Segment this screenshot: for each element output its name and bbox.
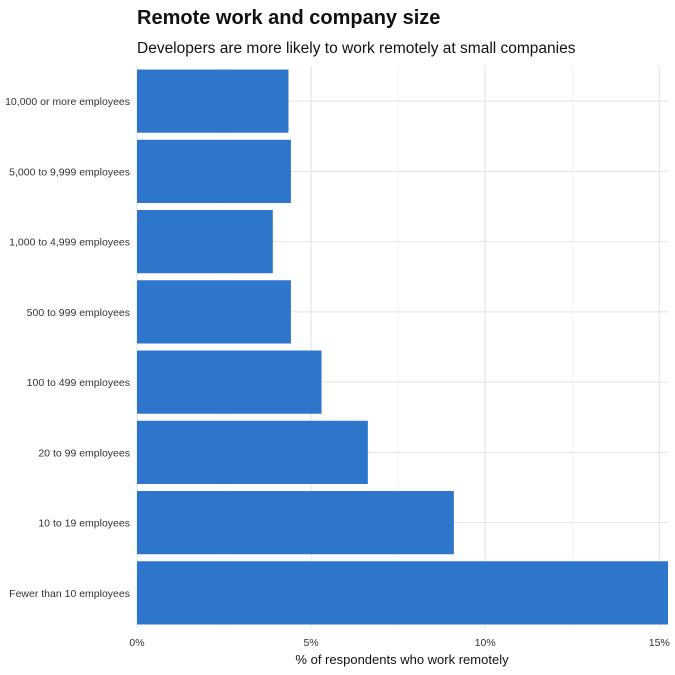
x-axis-ticks: 0% 5% 10% 15% [129, 637, 669, 649]
bar [137, 350, 322, 414]
category-label: 20 to 99 employees [38, 447, 130, 459]
category-label: Fewer than 10 employees [9, 588, 130, 600]
x-tick-label: 0% [129, 637, 144, 649]
bar [137, 491, 454, 555]
bar [137, 210, 273, 274]
category-labels: 10,000 or more employees 5,000 to 9,999 e… [5, 96, 130, 600]
category-label: 10,000 or more employees [5, 96, 130, 108]
category-label: 500 to 999 employees [27, 307, 130, 319]
bar [137, 139, 291, 203]
chart-title: Remote work and company size [137, 7, 440, 29]
x-tick-label: 10% [475, 637, 496, 649]
bar [137, 280, 291, 344]
bars [137, 69, 668, 625]
x-tick-label: 15% [649, 637, 670, 649]
bar [137, 420, 368, 484]
bar [137, 561, 668, 625]
category-label: 10 to 19 employees [38, 518, 130, 530]
x-axis-title: % of respondents who work remotely [295, 652, 509, 667]
x-tick-label: 5% [304, 637, 319, 649]
chart-subtitle: Developers are more likely to work remot… [137, 40, 576, 57]
category-label: 1,000 to 4,999 employees [9, 237, 130, 249]
category-label: 5,000 to 9,999 employees [9, 166, 130, 178]
bar [137, 69, 289, 133]
category-label: 100 to 499 employees [27, 377, 130, 389]
